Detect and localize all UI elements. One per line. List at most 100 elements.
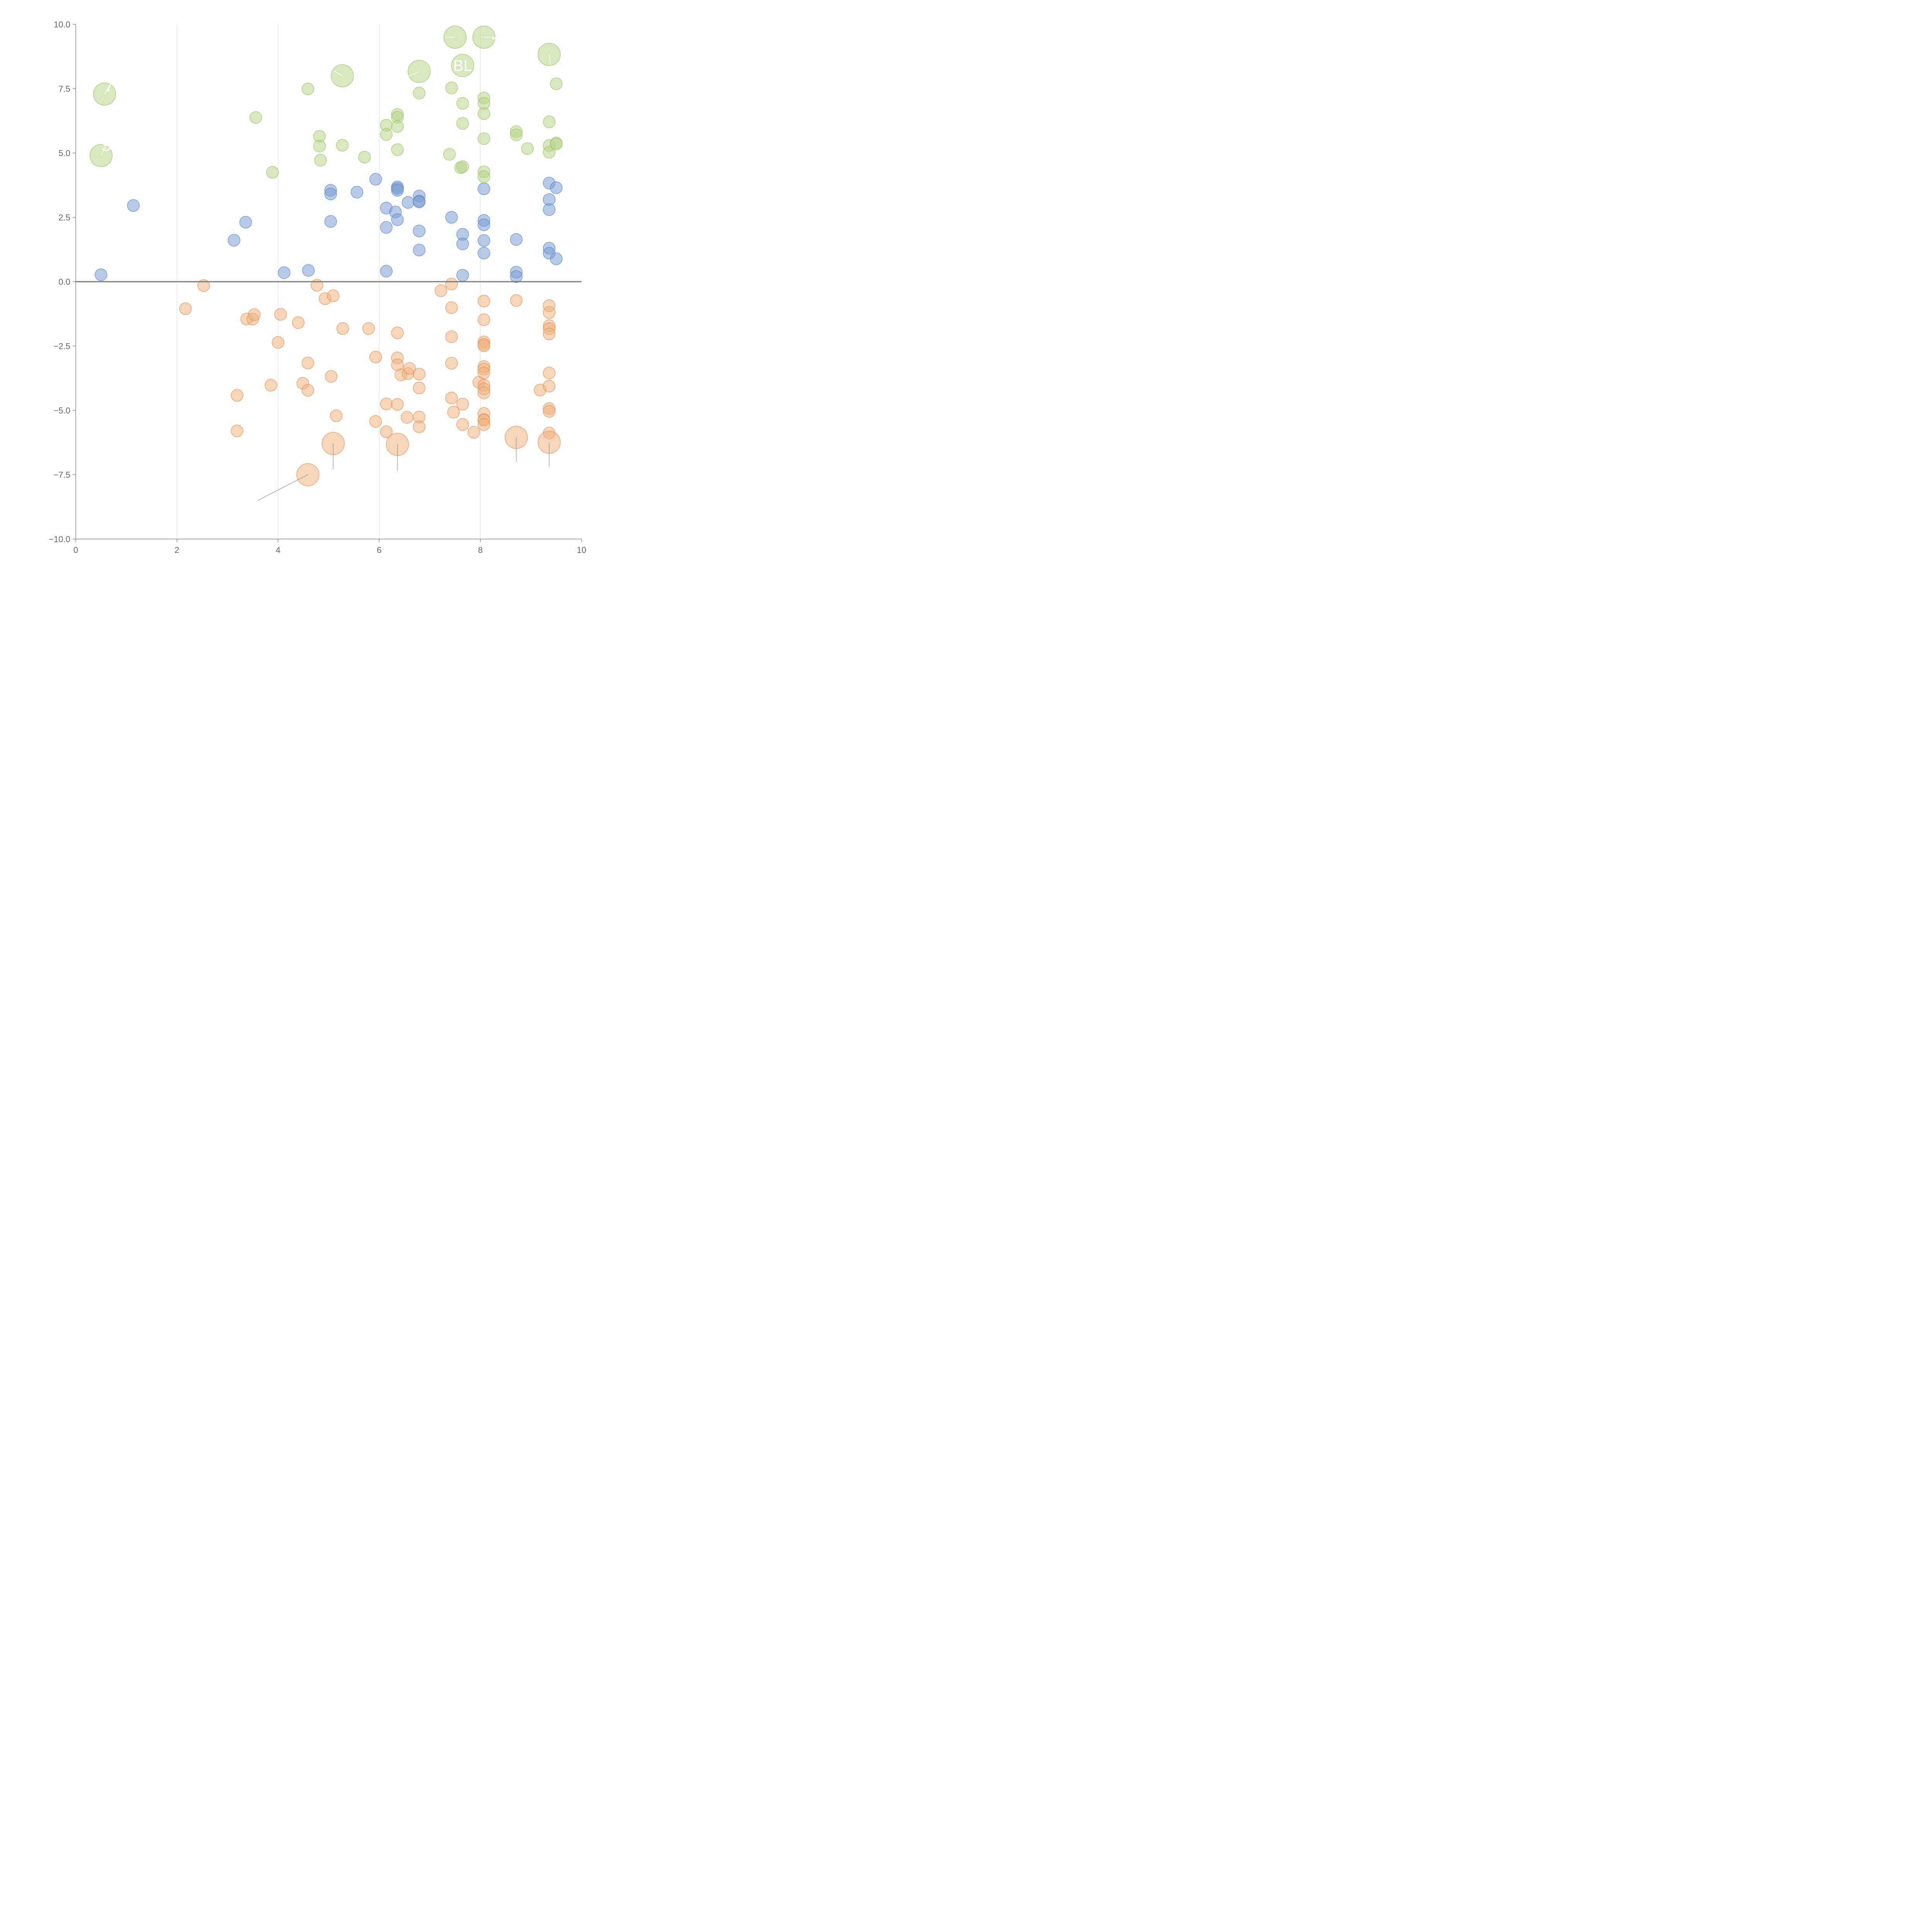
data-point-low [445,357,458,370]
data-point-mid [302,264,315,277]
data-point-mid [543,203,556,216]
data-point-mid [239,216,252,229]
x-tick-label: 8 [478,545,483,555]
data-point-low [456,398,469,411]
scatter-chart: 10.0 7.5 5.0 2.5 0.0 −2.5 −5.0 −7.5 −10.0 0 2 4 6 8 10… [0,0,600,597]
x-tick-label: 10 [577,545,586,555]
data-point-low [272,336,284,349]
data-point-low [543,405,556,418]
data-point-high [445,82,458,94]
y-tick-label: 7.5 [58,84,70,94]
y-tick-label: 0.0 [58,277,70,287]
data-point-mid [510,233,523,246]
data-point-high [266,166,279,179]
data-point-low [510,294,523,307]
data-point-high [478,170,490,183]
data-point-mid [127,199,140,212]
data-point-mid [550,181,563,194]
annotation-label: S [101,137,111,154]
data-point-high [456,160,469,173]
leader-line [257,474,308,501]
data-point-low [445,330,458,343]
data-point-low [369,350,382,364]
data-point-low [231,389,243,402]
data-point-mid [413,196,426,208]
data-point-high [314,154,327,167]
data-point-high [543,116,556,128]
data-point-high [249,111,262,124]
annotation-label: BL [453,58,472,75]
data-point-high [443,148,456,161]
data-point-low [301,357,315,369]
data-point-mid [278,266,291,279]
data-point-low [445,301,458,314]
data-point-low [543,380,556,393]
data-point-low [478,418,490,431]
data-point-mid [324,187,337,201]
x-tick-label: 6 [377,545,381,555]
data-point-high [301,82,315,95]
data-point-low [403,362,416,375]
x-tick-label: 0 [73,545,78,555]
data-point-high [550,77,563,90]
data-point-high [478,107,490,120]
data-point-low [248,308,261,321]
data-point-low [478,386,490,399]
data-point-mid [478,247,490,260]
leader-line [100,145,107,156]
data-point-low [456,418,469,431]
data-point-mid [350,185,364,199]
data-point-high [510,128,523,141]
data-point-low [391,327,404,339]
data-point-high [336,139,349,152]
data-point-high [380,128,393,141]
leader-line [549,54,552,71]
y-tick-label: 5.0 [58,148,70,158]
highlight-point [451,54,474,77]
data-point-high [543,146,556,159]
data-point-low [478,367,490,379]
data-point-mid [456,237,469,250]
data-point-mid [445,211,458,224]
data-point-low [301,384,315,397]
x-tick-label: 4 [276,545,280,555]
chart-svg: 10.0 7.5 5.0 2.5 0.0 −2.5 −5.0 −7.5 −10.00 2 4 6 8 10… [49,20,586,555]
data-point-low [543,327,556,340]
data-point-high [456,117,469,130]
data-point-mid [401,196,415,209]
data-point-low [179,302,192,315]
leader-line [104,86,110,94]
data-point-low [445,277,458,291]
points-layer [76,77,582,439]
data-point-low [330,409,343,422]
data-point-mid [391,213,404,226]
data-point-low [467,426,480,439]
data-point-low [325,370,338,383]
data-point-mid [391,184,404,197]
data-point-high [358,151,371,163]
annotation-label: -M [492,29,510,46]
y-tick-label: 10.0 [54,20,70,29]
data-point-low [362,322,375,335]
data-point-low [380,398,393,410]
data-point-mid [369,173,382,186]
data-point-mid [413,224,426,238]
data-point-low [380,425,393,438]
data-point-low [197,279,210,292]
data-point-low [274,308,287,321]
data-point-mid [413,243,426,257]
data-point-low [413,381,426,395]
y-tick-label: −10.0 [49,534,70,544]
leader-line [333,70,343,76]
data-point-high [391,143,404,156]
data-point-low [327,289,340,302]
data-point-mid [324,215,337,228]
data-point-low [445,391,458,405]
data-point-mid [380,265,393,277]
data-point-high [456,97,469,110]
data-point-low [543,367,556,379]
data-point-high [550,138,563,150]
x-tick-label: 2 [175,545,179,555]
data-point-low [231,425,243,437]
data-point-high [313,139,326,153]
